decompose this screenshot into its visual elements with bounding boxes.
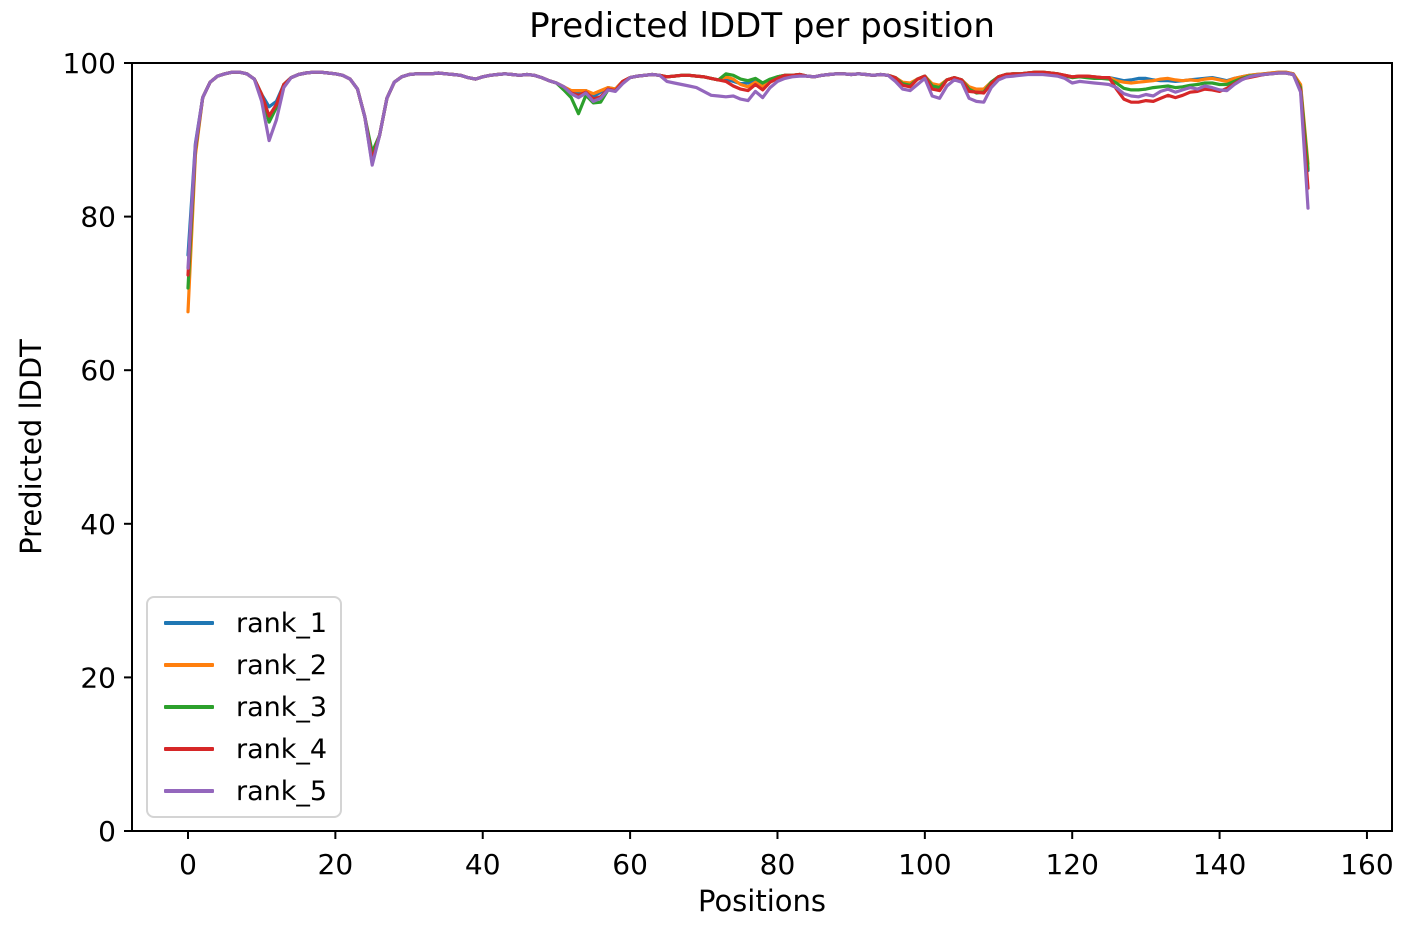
legend-item-rank_3: rank_3 [148,694,340,721]
y-tick-label: 0 [98,815,116,848]
chart-title: Predicted lDDT per position [529,6,995,46]
series-line-rank_4 [186,70,1310,277]
y-tick-label: 100 [63,47,116,80]
x-tick-label: 40 [465,848,501,881]
legend-swatch-rank_2 [164,663,214,667]
legend-label-rank_4: rank_4 [236,733,328,765]
legend-swatch-rank_4 [164,747,214,751]
legend: rank_1 rank_2 rank_3 rank_4 rank_5 [146,596,342,818]
series-line-rank_5 [186,70,1310,270]
legend-label-rank_2: rank_2 [236,649,328,681]
legend-swatch-rank_3 [164,705,214,709]
x-tick-label: 140 [1193,848,1246,881]
y-tick-label: 20 [80,661,116,694]
x-tick-label: 80 [760,848,796,881]
x-tick-label: 160 [1340,848,1393,881]
legend-swatch-rank_1 [164,621,214,625]
legend-swatch-rank_5 [164,789,214,793]
x-tick-label: 100 [898,848,951,881]
y-tick-label: 80 [80,201,116,234]
x-tick-label: 60 [612,848,648,881]
series-line-rank_2 [186,70,1310,314]
y-tick-label: 40 [80,508,116,541]
x-axis-label: Positions [697,884,827,918]
x-tick-label: 120 [1045,848,1098,881]
legend-label-rank_1: rank_1 [236,607,328,639]
legend-item-rank_2: rank_2 [148,652,340,679]
y-tick-label: 60 [80,354,116,387]
legend-item-rank_1: rank_1 [148,610,340,637]
x-tick-label: 0 [179,848,197,881]
series-line-rank_3 [186,70,1310,290]
legend-item-rank_4: rank_4 [148,736,340,763]
legend-item-rank_5: rank_5 [148,778,340,805]
plot-spines [131,62,1393,832]
legend-label-rank_3: rank_3 [236,691,328,723]
legend-label-rank_5: rank_5 [236,775,328,807]
x-tick-label: 20 [318,848,354,881]
y-axis-label: Predicted lDDT [14,339,48,555]
